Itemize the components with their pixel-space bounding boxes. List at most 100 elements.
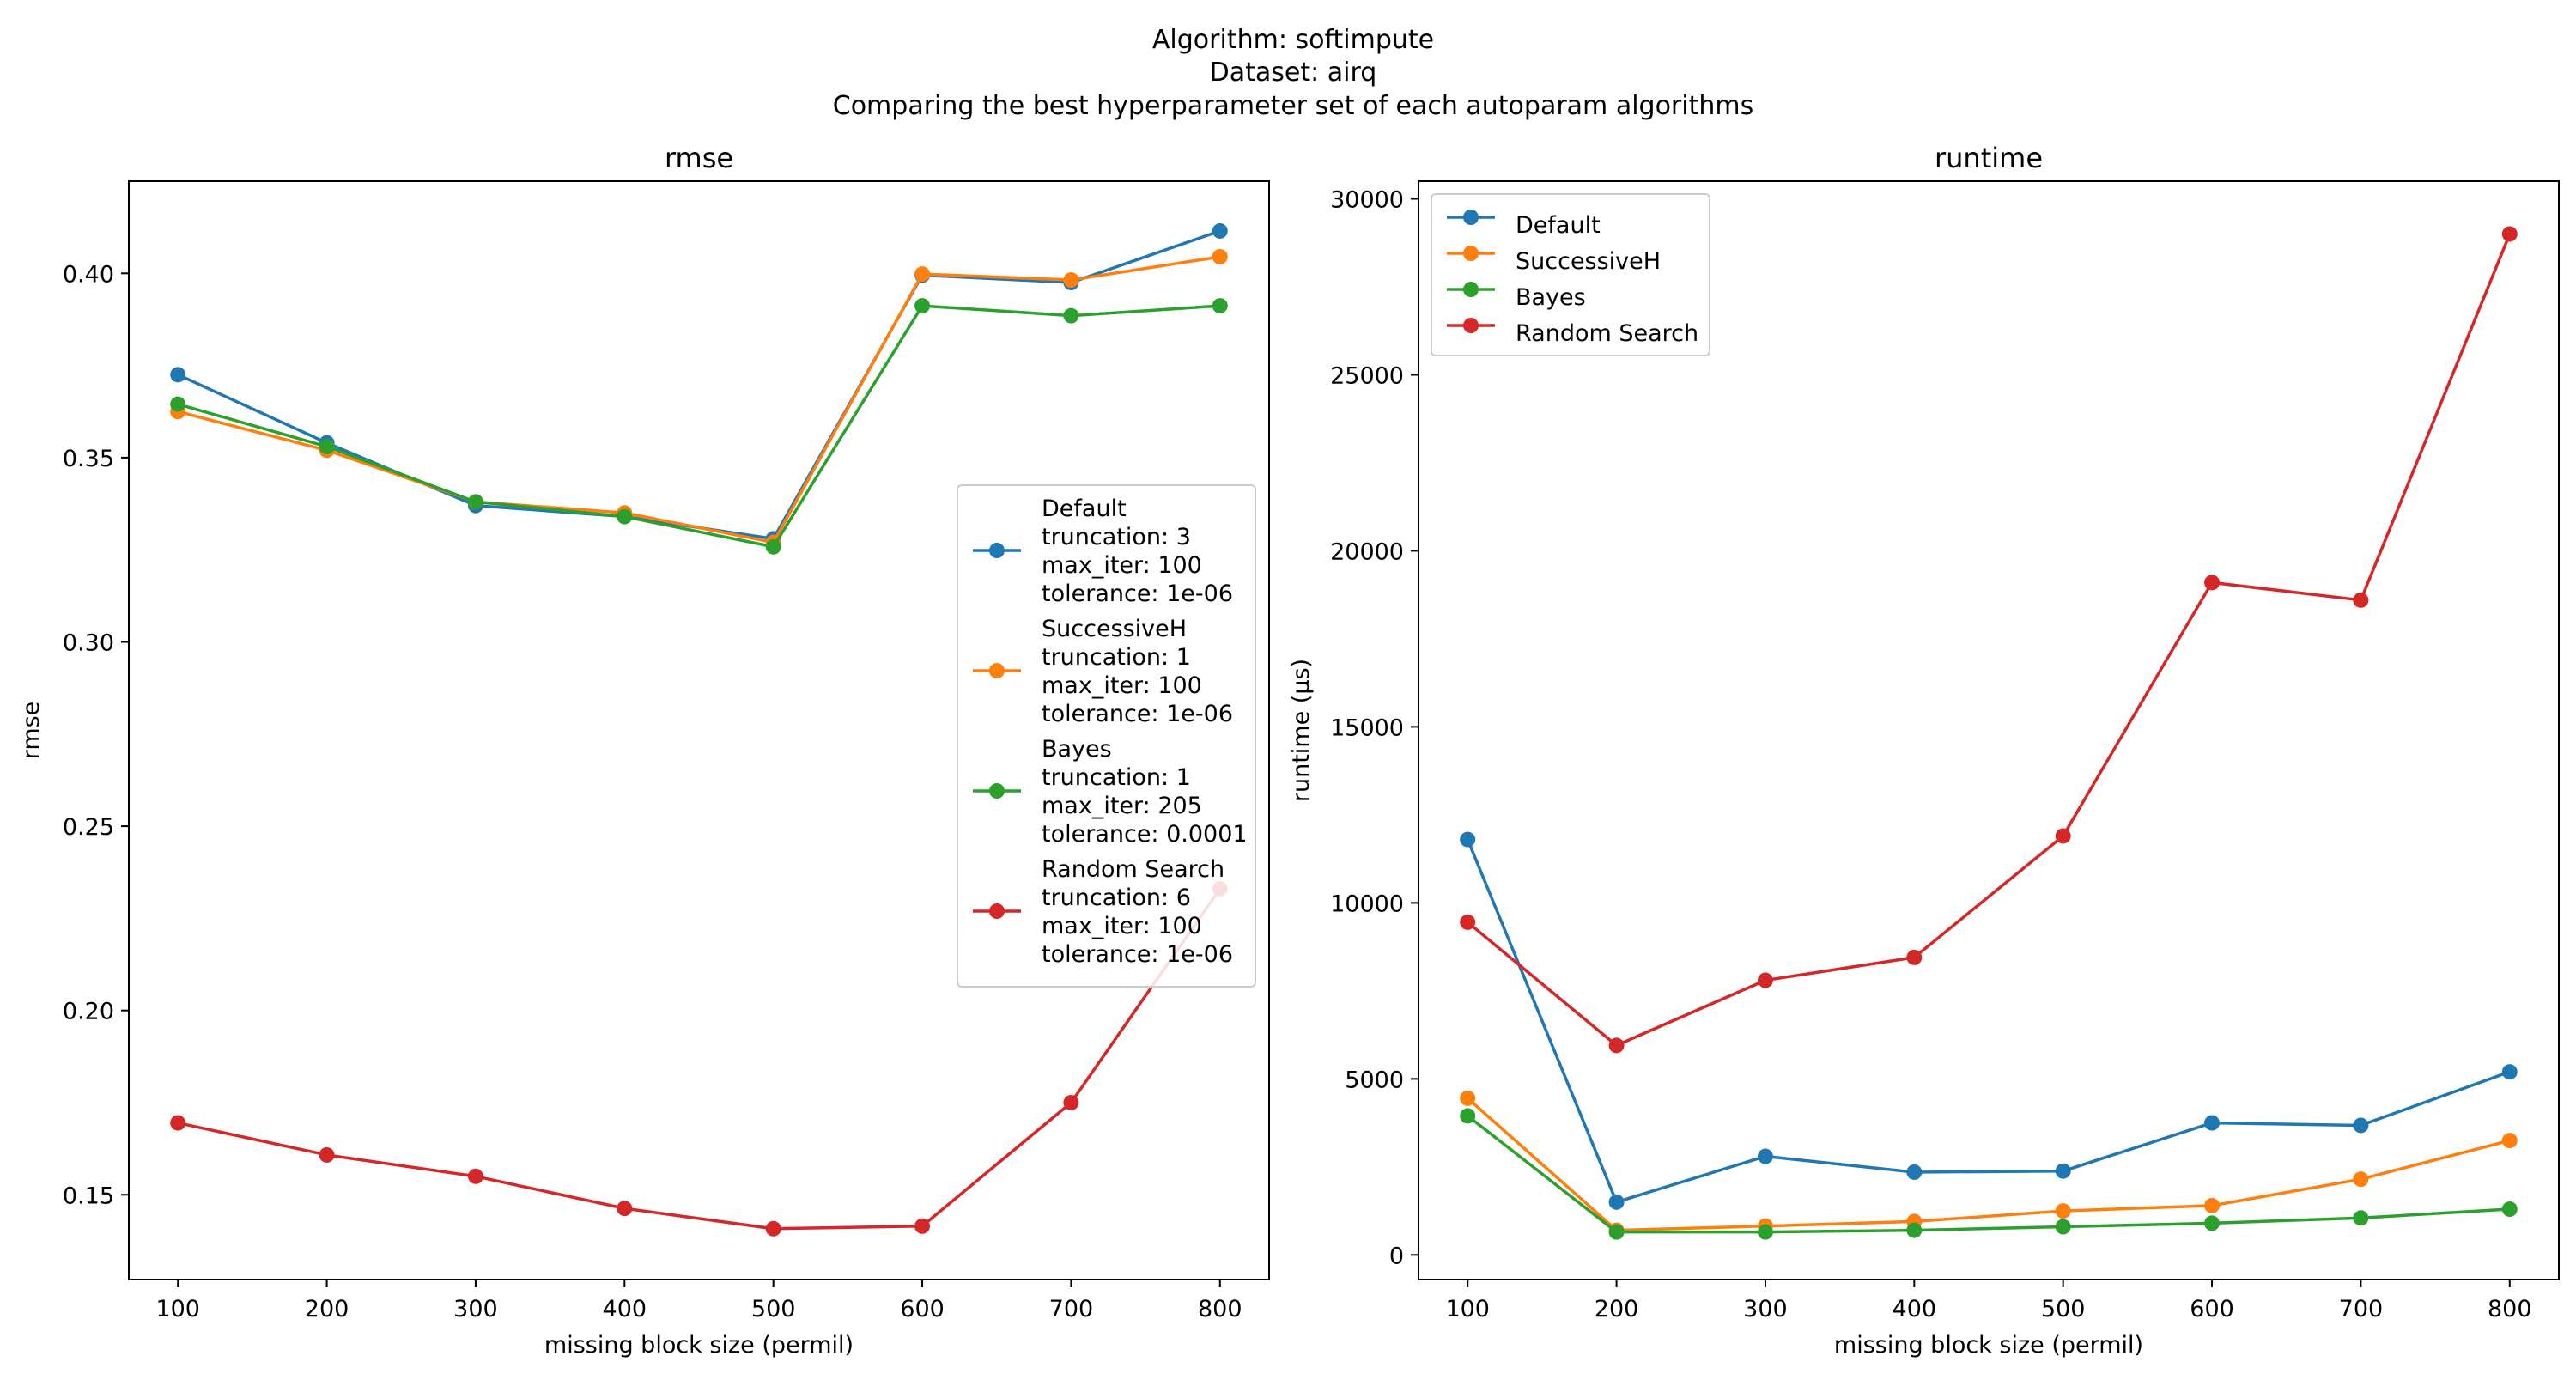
series-line-random-search xyxy=(177,888,1222,1231)
data-point-random-search xyxy=(1906,949,1923,965)
data-point-successiveh xyxy=(2501,1133,2518,1149)
data-point-random-search xyxy=(617,1201,633,1217)
legend-marker-successiveh xyxy=(989,663,1005,678)
y-tick-label: 0.25 xyxy=(63,814,114,841)
data-point-bayes xyxy=(1757,1224,1773,1240)
legend-label-successiveh: SuccessiveH xyxy=(1042,616,1187,642)
legend-label-successiveh: SuccessiveH xyxy=(1516,248,1661,275)
legend-marker-random-search xyxy=(989,903,1005,919)
x-axis-label: missing block size (permil) xyxy=(544,1332,854,1359)
series-line-bayes xyxy=(177,304,1220,549)
legend-label-default: Default xyxy=(1516,212,1601,239)
legend-label-default: Default xyxy=(1042,495,1127,522)
data-point-bayes xyxy=(617,508,633,525)
data-point-random-search xyxy=(765,1220,781,1237)
series-line-random-search xyxy=(1467,233,2512,1048)
x-tick-label: 200 xyxy=(305,1296,349,1322)
axes-frame xyxy=(128,180,1270,1280)
data-point-random-search xyxy=(2353,592,2369,608)
data-point-default xyxy=(170,367,186,383)
data-point-random-search xyxy=(1460,914,1476,930)
legend-label-random-search: truncation: 6 xyxy=(1042,885,1191,911)
legend-label-random-search: max_iter: 100 xyxy=(1042,913,1202,939)
x-tick-label: 400 xyxy=(603,1296,647,1322)
data-point-bayes xyxy=(2055,1219,2071,1235)
data-point-bayes xyxy=(1212,298,1228,314)
series-random-search xyxy=(170,881,1228,1237)
axes-title: rmse xyxy=(665,142,733,174)
data-point-default xyxy=(2353,1117,2369,1134)
y-tick-label: 0.35 xyxy=(63,446,114,472)
data-point-successiveh xyxy=(1063,272,1079,289)
data-point-bayes xyxy=(319,439,335,455)
data-point-random-search xyxy=(467,1168,483,1184)
y-axis-label: rmse xyxy=(18,702,45,760)
y-tick-label: 25000 xyxy=(1330,362,1404,389)
data-point-default xyxy=(2055,1163,2071,1179)
data-point-bayes xyxy=(467,494,483,510)
legend-label-bayes: tolerance: 0.0001 xyxy=(1042,821,1248,848)
x-tick-label: 800 xyxy=(1198,1296,1242,1322)
y-tick-label: 0.30 xyxy=(63,629,114,656)
data-point-random-search xyxy=(2204,575,2221,591)
legend-box xyxy=(1431,193,1710,356)
legend-marker-bayes xyxy=(989,783,1005,799)
legend-label-default: max_iter: 100 xyxy=(1042,552,1202,579)
data-point-successiveh xyxy=(2204,1197,2221,1213)
legend-label-bayes: Bayes xyxy=(1516,284,1586,311)
suptitle-line-1: Algorithm: softimpute xyxy=(1152,25,1434,55)
data-point-bayes xyxy=(170,396,186,412)
x-tick-label: 600 xyxy=(900,1296,945,1322)
data-point-default xyxy=(1212,222,1228,239)
suptitle-line-2: Dataset: airq xyxy=(1210,58,1377,88)
legend-label-default: tolerance: 1e-06 xyxy=(1042,581,1233,607)
data-point-bayes xyxy=(2204,1215,2221,1231)
legend-label-random-search: Random Search xyxy=(1516,320,1698,347)
y-tick-label: 0 xyxy=(1389,1243,1404,1269)
legend-marker-default xyxy=(1463,210,1479,225)
data-point-successiveh xyxy=(914,266,931,283)
data-point-random-search xyxy=(2501,226,2518,242)
series-line-successiveh xyxy=(1467,1097,2511,1232)
data-point-bayes xyxy=(765,538,781,555)
x-tick-label: 100 xyxy=(155,1296,200,1322)
x-tick-label: 300 xyxy=(453,1296,498,1322)
legend-label-random-search: Random Search xyxy=(1042,856,1224,883)
data-point-default xyxy=(1757,1148,1773,1164)
y-tick-label: 30000 xyxy=(1330,186,1404,213)
series-bayes xyxy=(1460,1108,2518,1240)
runtime-chart: runtime 100 200 300 400 500 600 700 800 0 5000 1000… xyxy=(1288,142,2560,1359)
data-point-random-search xyxy=(1608,1037,1625,1054)
series-random-search xyxy=(1460,226,2518,1054)
legend-label-bayes: max_iter: 205 xyxy=(1042,793,1202,819)
data-point-default xyxy=(1906,1164,1923,1180)
legend-marker-default xyxy=(989,543,1005,558)
x-tick-label: 200 xyxy=(1595,1296,1639,1322)
data-point-successiveh xyxy=(1212,248,1228,264)
x-tick-label: 700 xyxy=(2339,1296,2384,1322)
legend-label-successiveh: max_iter: 100 xyxy=(1042,672,1202,699)
data-point-random-search xyxy=(1757,972,1773,988)
legend-label-random-search: tolerance: 1e-06 xyxy=(1042,941,1233,968)
x-tick-label: 500 xyxy=(2041,1296,2086,1322)
legend-marker-bayes xyxy=(1463,282,1479,297)
y-axis-label: runtime (µs) xyxy=(1288,659,1315,802)
x-tick-label: 500 xyxy=(751,1296,796,1322)
legend-box xyxy=(957,484,1256,988)
legend-label-successiveh: truncation: 1 xyxy=(1042,644,1191,671)
y-tick-label: 15000 xyxy=(1330,714,1404,741)
x-tick-label: 400 xyxy=(1893,1296,1937,1322)
legend-label-bayes: Bayes xyxy=(1042,736,1112,763)
data-point-random-search xyxy=(2055,828,2071,844)
legend-marker-random-search xyxy=(1463,318,1479,333)
series-line-bayes xyxy=(1467,1115,2510,1234)
data-point-bayes xyxy=(1460,1108,1476,1124)
y-tick-label: 10000 xyxy=(1330,891,1404,917)
rmse-chart: rmse 100 200 300 400 500 600 700 800 0.15 0.20 0.25… xyxy=(18,142,1270,1359)
series-bayes xyxy=(170,298,1228,555)
x-tick-label: 800 xyxy=(2488,1296,2532,1322)
legend-marker-successiveh xyxy=(1463,246,1479,261)
data-point-successiveh xyxy=(2353,1171,2369,1188)
data-point-default xyxy=(2204,1115,2221,1131)
